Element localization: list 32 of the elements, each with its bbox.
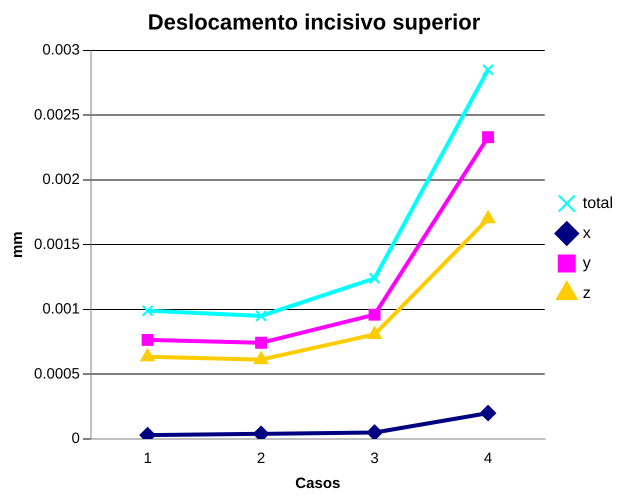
point (142, 334, 154, 346)
chart-title: Deslocamento incisivo superior (148, 9, 481, 34)
point (368, 272, 381, 284)
point (255, 310, 268, 322)
legend-label: z (582, 284, 591, 302)
legend-label: total (582, 194, 614, 212)
point (367, 326, 382, 339)
x-tick-label: 2 (256, 450, 266, 468)
point (140, 348, 155, 362)
point (482, 131, 494, 144)
x-axis-title: Casos (295, 475, 340, 492)
y-tick-label: 0 (72, 430, 80, 448)
point (482, 64, 494, 76)
legend-label: x (582, 224, 591, 242)
y-tick-label: 0.0005 (34, 365, 80, 382)
y-tick-label: 0.0025 (34, 106, 80, 124)
y-tick-label: 0.0015 (34, 236, 80, 253)
point (480, 405, 496, 422)
point (368, 308, 381, 321)
x-tick-label: 4 (484, 450, 492, 468)
y-tick-label: 0.003 (42, 42, 80, 59)
y-tick-label: 0.001 (42, 300, 80, 318)
point (255, 336, 268, 349)
y-axis-title: mm (9, 231, 26, 258)
point (253, 426, 270, 439)
x-tick-label: 3 (370, 450, 379, 468)
point (366, 424, 383, 439)
x-tick-label: 1 (143, 450, 152, 468)
point (142, 304, 154, 317)
y-tick-label: 0.002 (42, 171, 80, 188)
point (254, 352, 268, 364)
legend-label: y (582, 254, 591, 272)
